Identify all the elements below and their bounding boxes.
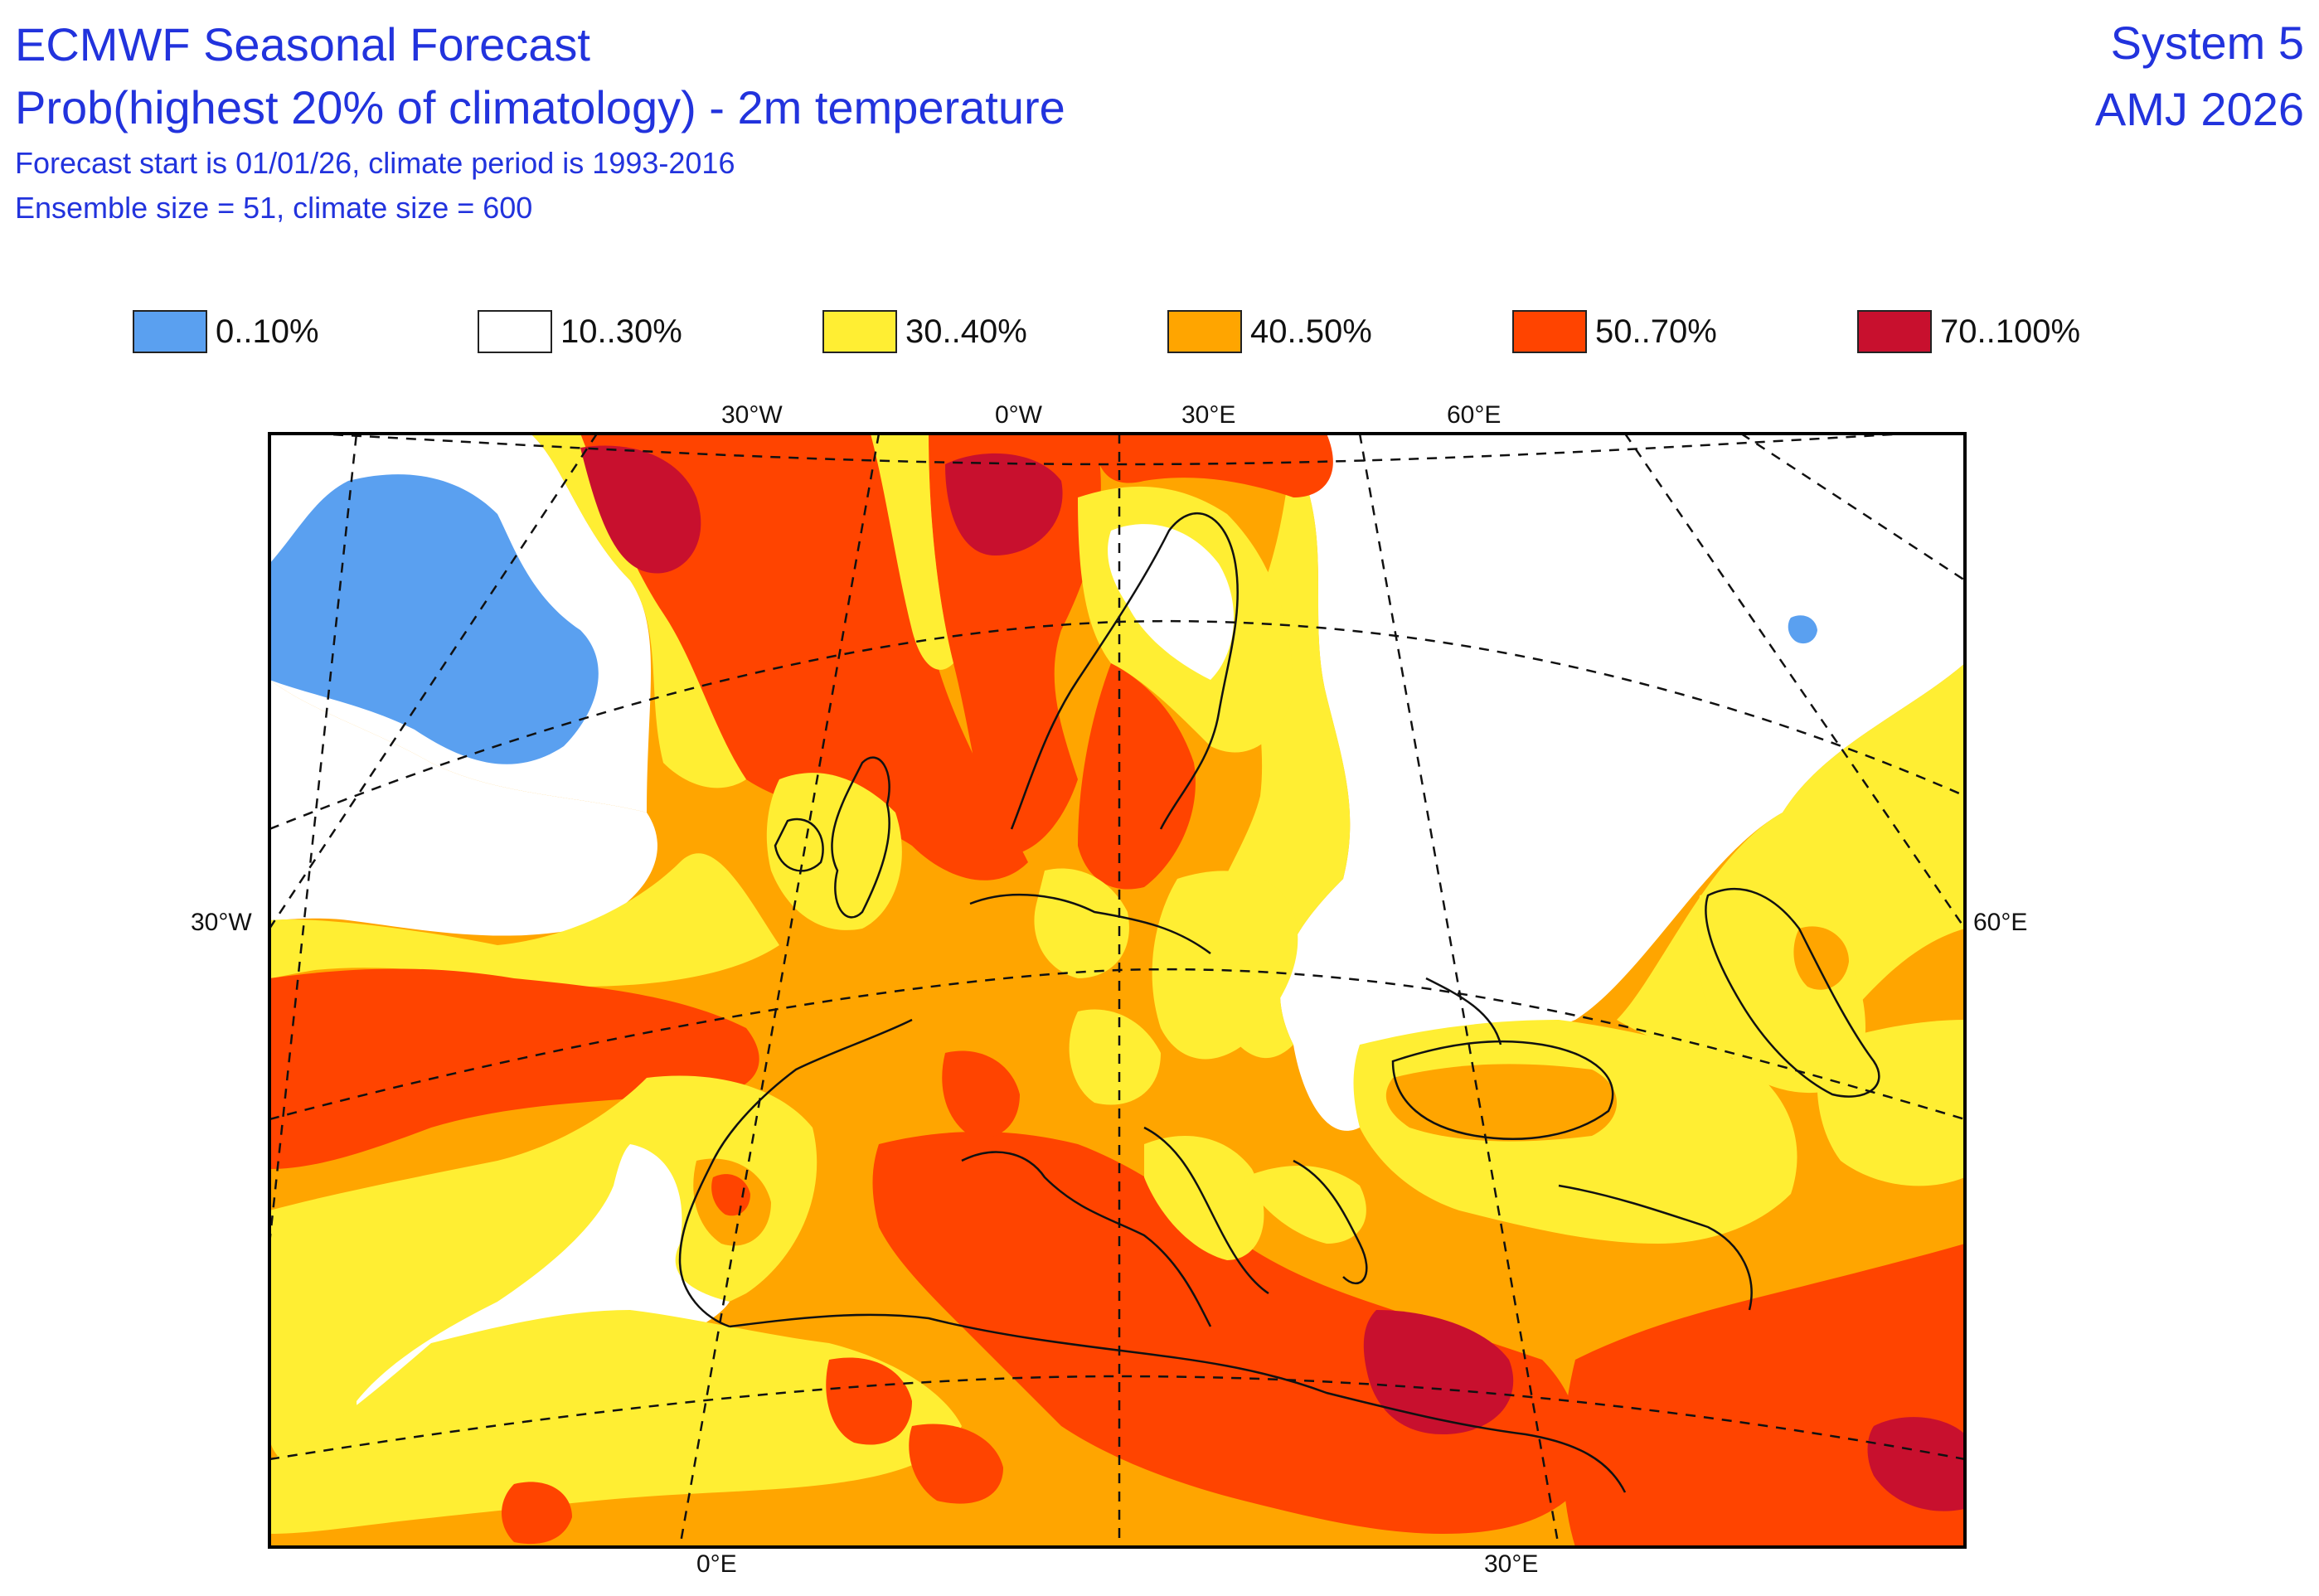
legend-item: 0..10% bbox=[133, 307, 319, 357]
title-right-block: System 5 AMJ 2026 bbox=[2095, 10, 2304, 143]
season-label: AMJ 2026 bbox=[2094, 83, 2304, 135]
grid-label-right-60e: 60°E bbox=[1973, 909, 2027, 936]
grid-label-top-60e: 60°E bbox=[1447, 401, 1501, 429]
grid-label-bottom-30e: 30°E bbox=[1484, 1550, 1538, 1578]
grid-label-top-0w: 0°W bbox=[995, 401, 1043, 429]
chart-title: ECMWF Seasonal Forecast bbox=[15, 18, 590, 70]
ensemble-info: Ensemble size = 51, climate size = 600 bbox=[15, 191, 533, 225]
legend-item: 70..100% bbox=[1857, 307, 2080, 357]
legend-swatch bbox=[822, 310, 897, 353]
grid-label-top-30e: 30°E bbox=[1181, 401, 1235, 429]
legend-swatch bbox=[1167, 310, 1242, 353]
system-label: System 5 bbox=[2110, 17, 2304, 69]
legend-label: 50..70% bbox=[1595, 313, 1717, 350]
legend-swatch bbox=[1857, 310, 1932, 353]
graticule bbox=[269, 434, 1965, 1547]
legend-item: 30..40% bbox=[822, 307, 1027, 357]
grid-label-bottom-0e: 0°E bbox=[696, 1550, 737, 1578]
legend-label: 10..30% bbox=[560, 313, 682, 350]
legend-item: 10..30% bbox=[478, 307, 682, 357]
legend-item: 50..70% bbox=[1512, 307, 1717, 357]
legend-item: 40..50% bbox=[1167, 307, 1372, 357]
coastlines bbox=[678, 512, 1880, 1493]
legend-swatch bbox=[133, 310, 207, 353]
probability-field bbox=[269, 434, 1965, 1547]
grid-label-left-30w: 30°W bbox=[191, 909, 252, 936]
map-frame bbox=[268, 432, 1967, 1549]
legend-label: 30..40% bbox=[905, 313, 1027, 350]
legend-swatch bbox=[1512, 310, 1587, 353]
grid-label-top-30w: 30°W bbox=[721, 401, 783, 429]
forecast-start-info: Forecast start is 01/01/26, climate peri… bbox=[15, 146, 735, 180]
legend-label: 70..100% bbox=[1940, 313, 2081, 350]
chart-subtitle: Prob(highest 20% of climatology) - 2m te… bbox=[15, 81, 1065, 133]
legend-swatch bbox=[478, 310, 552, 353]
legend: 0..10% 10..30% 30..40% 40..50% 50..70% 7… bbox=[133, 307, 2205, 357]
legend-label: 0..10% bbox=[216, 313, 319, 350]
legend-label: 40..50% bbox=[1250, 313, 1372, 350]
title-block: ECMWF Seasonal Forecast Prob(highest 20%… bbox=[15, 15, 1065, 230]
